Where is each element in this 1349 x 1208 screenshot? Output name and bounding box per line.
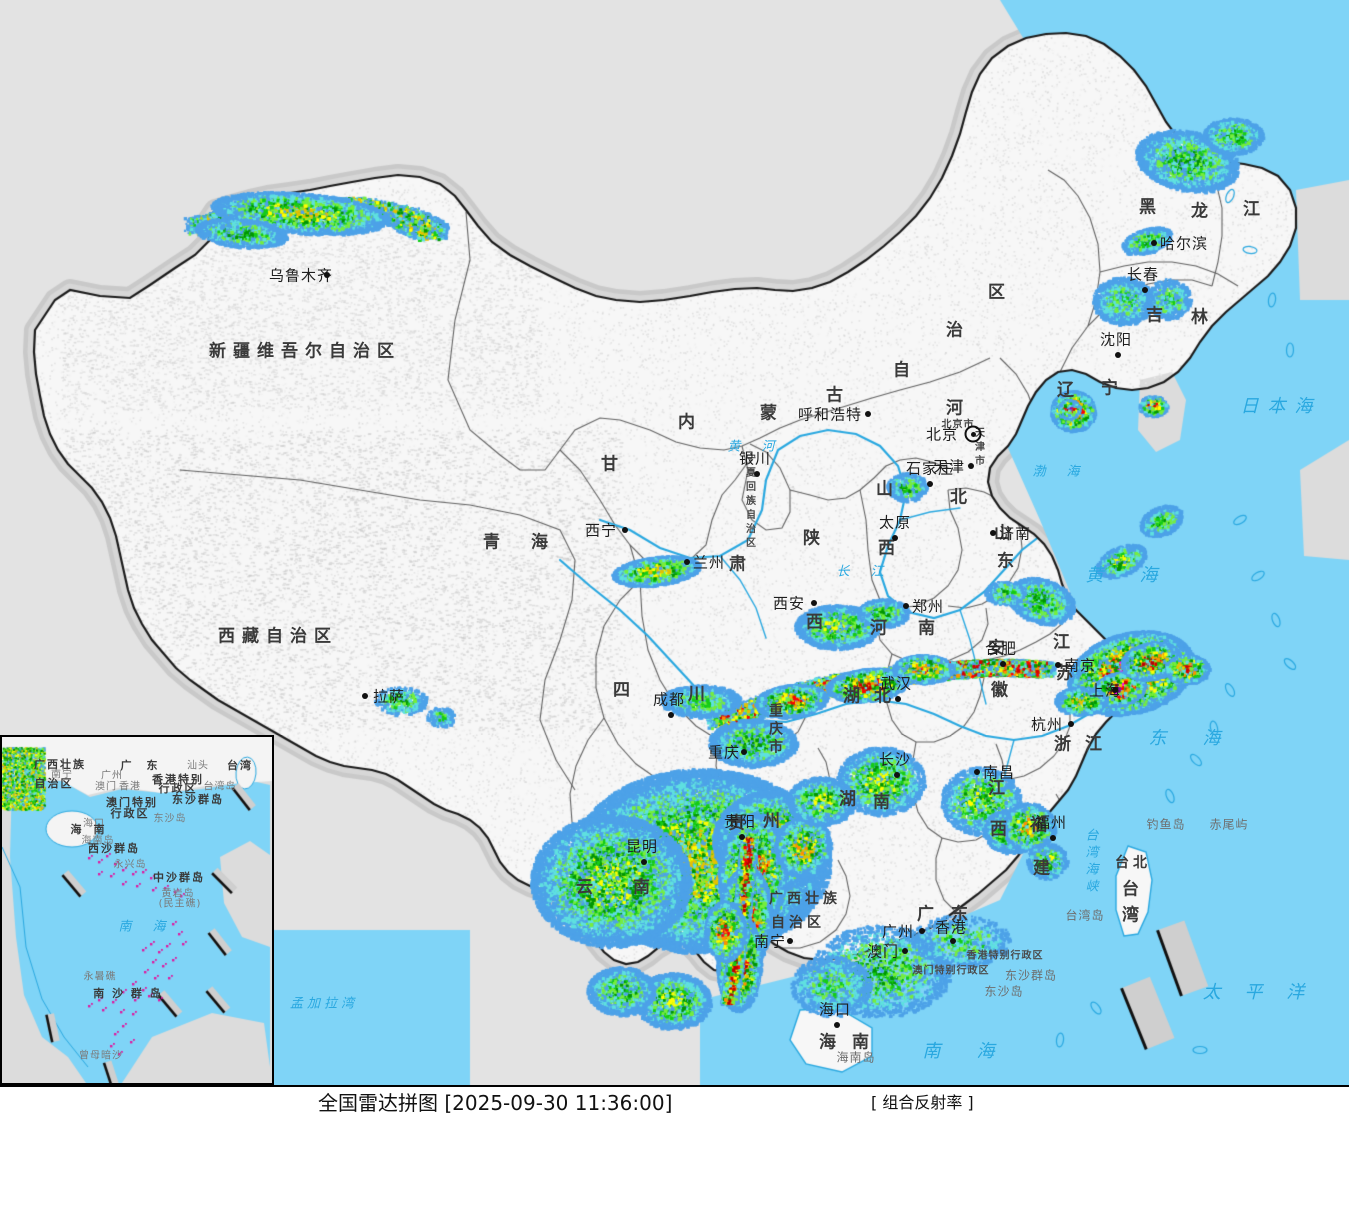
china-radar-map[interactable]: 新疆维吾尔自治区 西藏自治区青 海甘肃内蒙古自治区宁夏回族自治区陕西山西河北山东河… bbox=[0, 0, 1349, 1085]
legend-panel: 全国雷达拼图 [2025-09-30 11:36:00] [ 组合反射率 ] 5… bbox=[0, 1085, 1349, 1208]
radar-map-page: 新疆维吾尔自治区 西藏自治区青 海甘肃内蒙古自治区宁夏回族自治区陕西山西河北山东河… bbox=[0, 0, 1349, 1208]
legend-title: 全国雷达拼图 [2025-09-30 11:36:00] bbox=[318, 1087, 672, 1116]
inset-canvas bbox=[2, 737, 272, 1083]
legend-product-type: [ 组合反射率 ] bbox=[871, 1089, 974, 1113]
south-china-sea-inset[interactable]: 广西壮族 自治区 南宁广 东广州 澳门 香港 香港特别 行政区 澳门特别 行政区 台湾 台湾岛 汕头东… bbox=[0, 735, 274, 1085]
